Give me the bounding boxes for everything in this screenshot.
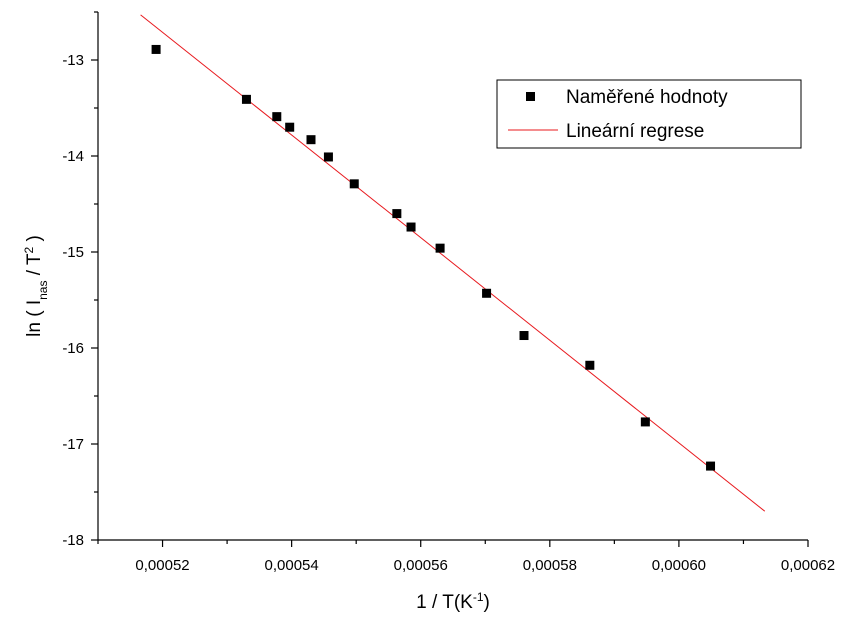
legend-label-regression: Lineární regrese xyxy=(566,121,704,142)
data-point xyxy=(272,112,282,122)
legend-box xyxy=(496,79,802,149)
data-point xyxy=(706,461,716,471)
x-tick-label: 0,00052 xyxy=(135,557,189,574)
data-point xyxy=(435,243,445,253)
y-tick-label: -17 xyxy=(62,436,84,453)
y-axis-title: ln ( Inas / T2 ) xyxy=(22,235,50,337)
y-tick-label: -13 xyxy=(62,52,84,69)
plot-axes xyxy=(97,12,808,541)
legend-marker-measured xyxy=(526,92,535,101)
data-point xyxy=(349,179,359,189)
data-point xyxy=(306,135,316,145)
legend-label-measured: Naměřené hodnoty xyxy=(566,87,728,108)
x-tick-label: 0,00062 xyxy=(781,557,835,574)
data-point xyxy=(585,360,595,370)
measured-series xyxy=(151,44,716,471)
x-axis-title: 1 / T(K-1) xyxy=(416,590,490,613)
data-point xyxy=(406,222,416,232)
y-tick-label: -14 xyxy=(62,148,84,165)
x-tick-label: 0,00060 xyxy=(652,557,706,574)
data-point xyxy=(482,288,492,298)
x-tick-label: 0,00054 xyxy=(265,557,319,574)
y-tick-label: -18 xyxy=(62,532,84,549)
data-point xyxy=(640,417,650,427)
x-ticks: 0,00052 0,00054 0,00056 0,00058 0,00060 0,000… xyxy=(97,540,835,574)
data-point xyxy=(151,44,161,54)
legend: Naměřené hodnoty Lineární regrese xyxy=(496,79,802,149)
x-tick-label: 0,00058 xyxy=(523,557,577,574)
data-point xyxy=(285,122,295,132)
data-point xyxy=(392,209,402,219)
data-point xyxy=(519,331,529,341)
data-point xyxy=(241,94,251,104)
data-point xyxy=(323,152,333,162)
y-tick-label: -16 xyxy=(62,340,84,357)
x-tick-label: 0,00056 xyxy=(394,557,448,574)
y-tick-label: -15 xyxy=(62,244,84,261)
y-ticks: -18 -17 -16 -15 -14 -13 xyxy=(62,11,98,549)
